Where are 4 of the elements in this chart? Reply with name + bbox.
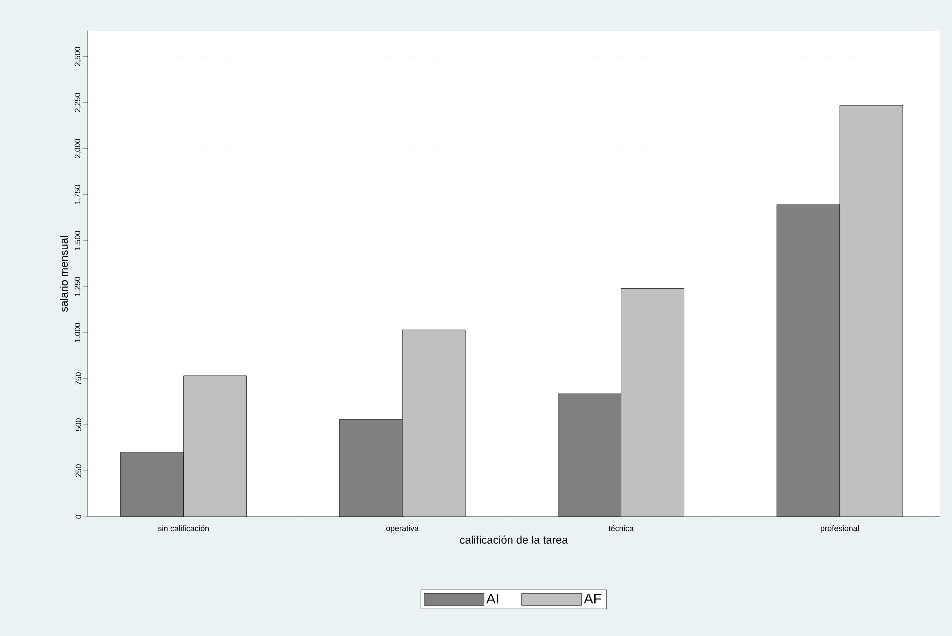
legend-label: AF (584, 594, 602, 604)
legend-label: AI (486, 594, 498, 604)
y-axis-title: salario mensual (60, 236, 68, 312)
x-axis-title: calificación de la tarea (460, 536, 568, 544)
